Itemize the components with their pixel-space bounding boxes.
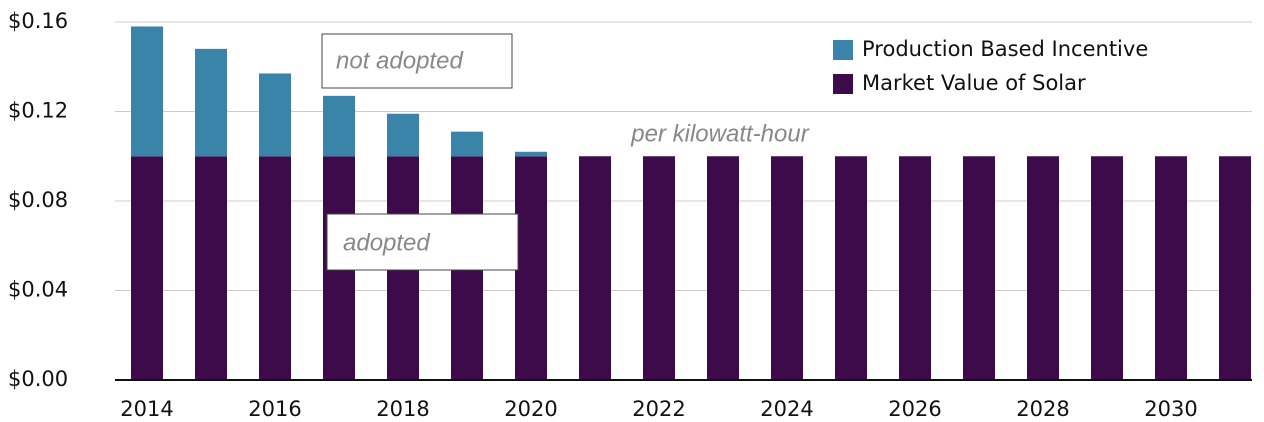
y-tick-label: $0.12	[8, 99, 68, 123]
bar-segment	[1027, 156, 1059, 380]
x-tick-label: 2028	[1016, 397, 1069, 421]
bar-segment	[515, 151, 547, 157]
bar-segment	[195, 48, 227, 157]
bar-segment	[1091, 156, 1123, 380]
legend-label: Production Based Incentive	[862, 37, 1148, 61]
bar-segment	[195, 156, 227, 380]
bar-segment	[387, 113, 419, 157]
bar-segment	[899, 156, 931, 380]
bar-segment	[323, 95, 355, 157]
y-tick-label: $0.00	[8, 367, 68, 391]
x-tick-label: 2014	[120, 397, 173, 421]
x-tick-label: 2024	[760, 397, 813, 421]
x-tick-label: 2018	[376, 397, 429, 421]
x-tick-label: 2030	[1144, 397, 1197, 421]
y-tick-label: $0.16	[8, 9, 68, 33]
bar-segment	[515, 156, 547, 380]
annotation: adopted	[343, 229, 430, 256]
annotation-box	[326, 213, 519, 271]
legend-swatch	[833, 74, 853, 94]
x-tick-label: 2020	[504, 397, 557, 421]
bar-segment	[259, 156, 291, 380]
x-tick-label: 2016	[248, 397, 301, 421]
x-tick-label: 2026	[888, 397, 941, 421]
y-tick-label: $0.08	[8, 188, 68, 212]
bar-segment	[963, 156, 995, 380]
annotation-box	[321, 33, 513, 89]
x-tick-label: 2022	[632, 397, 685, 421]
bar-segment	[771, 156, 803, 380]
bar-segment	[259, 73, 291, 157]
bar-segment	[1155, 156, 1187, 380]
bar-segment	[131, 156, 163, 380]
bar-segment	[131, 26, 163, 157]
bar-segment	[451, 131, 483, 157]
bar-segment	[835, 156, 867, 380]
annotation: per kilowatt-hour	[630, 120, 809, 147]
annotation: not adopted	[336, 47, 463, 74]
legend-label: Market Value of Solar	[862, 71, 1086, 95]
bar-segment	[1219, 156, 1251, 380]
bar-segment	[579, 156, 611, 380]
bar-segment	[643, 156, 675, 380]
bar-segment	[707, 156, 739, 380]
legend-swatch	[833, 40, 853, 60]
y-tick-label: $0.04	[8, 278, 68, 302]
